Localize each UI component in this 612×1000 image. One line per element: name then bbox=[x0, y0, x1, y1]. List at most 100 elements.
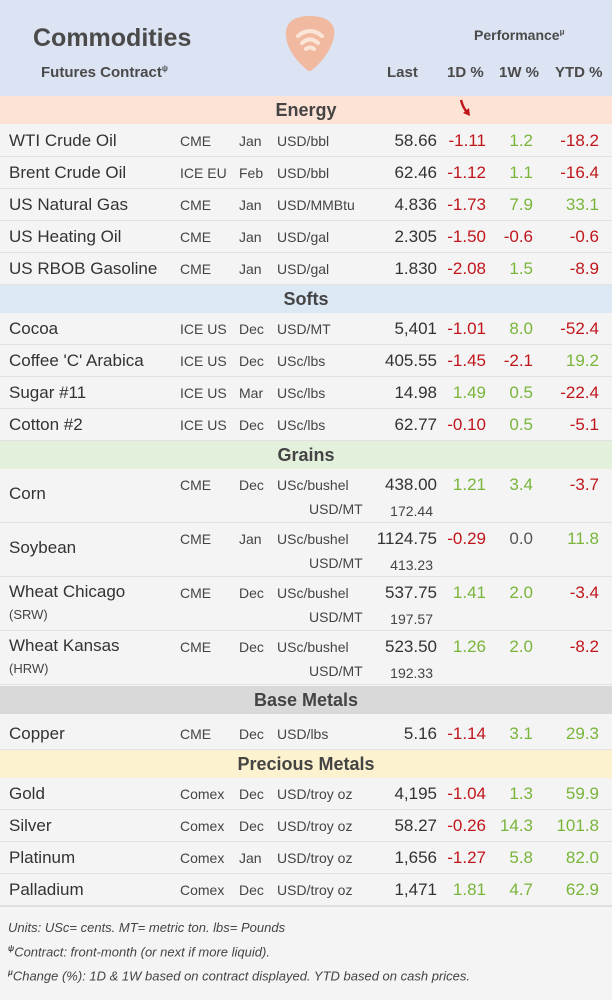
unit: USc/lbs bbox=[277, 385, 326, 401]
commodity-name: Copper bbox=[9, 724, 65, 743]
change-1w: 0.5 bbox=[509, 383, 533, 402]
change-1d: -1.27 bbox=[447, 848, 486, 867]
section-energy: Energy bbox=[0, 96, 612, 124]
change-ytd: 59.9 bbox=[565, 784, 599, 803]
unit: USc/lbs bbox=[277, 417, 326, 433]
last-price: 5,401 bbox=[394, 319, 437, 338]
unit: USc/lbs bbox=[277, 353, 326, 369]
commodity-row-copper[interactable]: Copper CME Dec USD/lbs 5.16 -1.14 3.1 29.3 bbox=[0, 718, 612, 750]
change-1d: 1.41 bbox=[452, 583, 486, 602]
mu-superscript: μ bbox=[559, 27, 565, 37]
unit: USD/troy oz bbox=[277, 786, 353, 802]
change-1w: 4.7 bbox=[509, 880, 533, 899]
change-1w: 1.1 bbox=[509, 163, 533, 182]
commodity-row-corn[interactable]: Corn CME Dec USc/bushel 438.00 1.21 3.4 -3.7 USD… bbox=[0, 469, 612, 523]
last-price: 405.55 bbox=[385, 351, 437, 370]
psi-footnote-mark: ψ bbox=[8, 944, 15, 953]
section-softs: Softs bbox=[0, 285, 612, 313]
contract-footnote-text: Contract: front-month (or next if more l… bbox=[14, 944, 270, 960]
commodity-row-brent[interactable]: Brent Crude Oil ICE EU Feb USD/bbl 62.46 -1.1… bbox=[0, 157, 612, 189]
change-footnote: μChange (%): 1D & 1W based on contract d… bbox=[8, 968, 470, 983]
commodity-name: Silver bbox=[9, 816, 52, 835]
last-price: 2.305 bbox=[394, 227, 437, 246]
change-1d: -1.04 bbox=[447, 784, 486, 803]
commodity-grade: (SRW) bbox=[9, 607, 48, 622]
commodity-row-palladium[interactable]: Palladium Comex Dec USD/troy oz 1,471 1.81 4.7… bbox=[0, 874, 612, 906]
commodity-row-natgas[interactable]: US Natural Gas CME Jan USD/MMBtu 4.836 -1.73 7… bbox=[0, 189, 612, 221]
commodity-name: US Natural Gas bbox=[9, 195, 129, 214]
commodity-name: US Heating Oil bbox=[9, 227, 122, 246]
exchange: Comex bbox=[180, 882, 225, 898]
exchange: ICE US bbox=[180, 417, 227, 433]
commodity-name: Corn bbox=[9, 484, 46, 503]
change-1w: 5.8 bbox=[509, 848, 533, 867]
last-price-metric: 192.33 bbox=[390, 665, 433, 681]
change-ytd: 101.8 bbox=[556, 816, 599, 835]
contract-month: Jan bbox=[239, 531, 262, 547]
commodity-row-gold[interactable]: Gold Comex Dec USD/troy oz 4,195 -1.04 1.3 59.9 bbox=[0, 778, 612, 810]
commodity-row-cotton[interactable]: Cotton #2 ICE US Dec USc/lbs 62.77 -0.10 0.5 -5… bbox=[0, 409, 612, 441]
commodity-row-coffee[interactable]: Coffee 'C' Arabica ICE US Dec USc/lbs 405.55… bbox=[0, 345, 612, 377]
section-precious: Precious Metals bbox=[0, 750, 612, 778]
unit: USD/troy oz bbox=[277, 850, 353, 866]
unit-metric: USD/MT bbox=[309, 663, 363, 679]
change-1d: -1.45 bbox=[447, 351, 486, 370]
change-1w: 1.3 bbox=[509, 784, 533, 803]
last-price: 1,656 bbox=[394, 848, 437, 867]
commodity-row-soybean[interactable]: Soybean CME Jan USc/bushel 1124.75 -0.29 0.0 11… bbox=[0, 523, 612, 577]
commodity-row-wheatkan[interactable]: Wheat Kansas CME Dec USc/bushel 523.50 1.26 2.… bbox=[0, 631, 612, 685]
contract-footnote: ψContract: front-month (or next if more … bbox=[8, 944, 270, 959]
commodity-name: Wheat Chicago bbox=[9, 582, 126, 601]
exchange: CME bbox=[180, 531, 212, 547]
change-1d: -1.01 bbox=[447, 319, 486, 338]
change-ytd: 33.1 bbox=[565, 195, 599, 214]
footnotes: Units: USc= cents. MT= metric ton. lbs= … bbox=[0, 906, 612, 1000]
unit: USD/lbs bbox=[277, 726, 329, 742]
exchange: CME bbox=[180, 229, 212, 245]
mu-footnote-mark: μ bbox=[8, 968, 13, 977]
commodity-row-silver[interactable]: Silver Comex Dec USD/troy oz 58.27 -0.26 14.3 1… bbox=[0, 810, 612, 842]
commodity-row-heating[interactable]: US Heating Oil CME Jan USD/gal 2.305 -1.50 -0.… bbox=[0, 221, 612, 253]
contract-month: Jan bbox=[239, 261, 262, 277]
unit-metric: USD/MT bbox=[309, 555, 363, 571]
change-1d: -1.11 bbox=[448, 131, 487, 150]
exchange: CME bbox=[180, 585, 212, 601]
last-price: 1,471 bbox=[394, 880, 437, 899]
last-price: 1.830 bbox=[394, 259, 437, 278]
unit: USD/bbl bbox=[277, 165, 330, 181]
commodity-name: Brent Crude Oil bbox=[9, 163, 127, 182]
unit: USD/gal bbox=[277, 261, 330, 277]
change-1w: 7.9 bbox=[509, 195, 533, 214]
contract-month: Dec bbox=[239, 417, 264, 433]
commodity-row-platinum[interactable]: Platinum Comex Jan USD/troy oz 1,656 -1.27 5.8… bbox=[0, 842, 612, 874]
change-1w: 1.2 bbox=[509, 131, 533, 150]
change-1w: 0.5 bbox=[509, 415, 533, 434]
change-1d: 1.49 bbox=[452, 383, 486, 402]
down-arrow-icon bbox=[459, 99, 470, 116]
change-1w: 3.1 bbox=[509, 724, 533, 743]
col-1w-header: 1W % bbox=[499, 64, 540, 81]
commodity-row-wheatchi[interactable]: Wheat Chicago CME Dec USc/bushel 537.75 1.41 2… bbox=[0, 577, 612, 631]
last-price: 537.75 bbox=[385, 583, 437, 602]
change-1d: -1.73 bbox=[447, 195, 486, 214]
change-1w: 14.3 bbox=[499, 816, 533, 835]
change-1w: 2.0 bbox=[509, 637, 533, 656]
commodity-row-rbob[interactable]: US RBOB Gasoline CME Jan USD/gal 1.830 -2.08 1… bbox=[0, 253, 612, 285]
change-ytd: 29.3 bbox=[565, 724, 599, 743]
contract-month: Dec bbox=[239, 786, 264, 802]
commodity-name: Platinum bbox=[9, 848, 76, 867]
unit: USD/troy oz bbox=[277, 882, 353, 898]
change-1d: -1.14 bbox=[447, 724, 486, 743]
unit: USD/bbl bbox=[277, 133, 330, 149]
col-ytd-header: YTD % bbox=[555, 64, 603, 81]
commodity-row-sugar[interactable]: Sugar #11 ICE US Mar USc/lbs 14.98 1.49 0.5 -22… bbox=[0, 377, 612, 409]
commodity-name: Cotton #2 bbox=[9, 415, 83, 434]
exchange: Comex bbox=[180, 818, 225, 834]
commodity-row-wti[interactable]: WTI Crude Oil CME Jan USD/bbl 58.66 -1.11 1.2 -… bbox=[0, 125, 612, 157]
change-ytd: -52.4 bbox=[560, 319, 599, 338]
change-1w: 3.4 bbox=[509, 475, 533, 494]
commodity-row-cocoa[interactable]: Cocoa ICE US Dec USD/MT 5,401 -1.01 8.0 -52.4 bbox=[0, 313, 612, 345]
change-ytd: -0.6 bbox=[569, 227, 599, 246]
unit: USD/gal bbox=[277, 229, 330, 245]
change-ytd: 82.0 bbox=[565, 848, 599, 867]
